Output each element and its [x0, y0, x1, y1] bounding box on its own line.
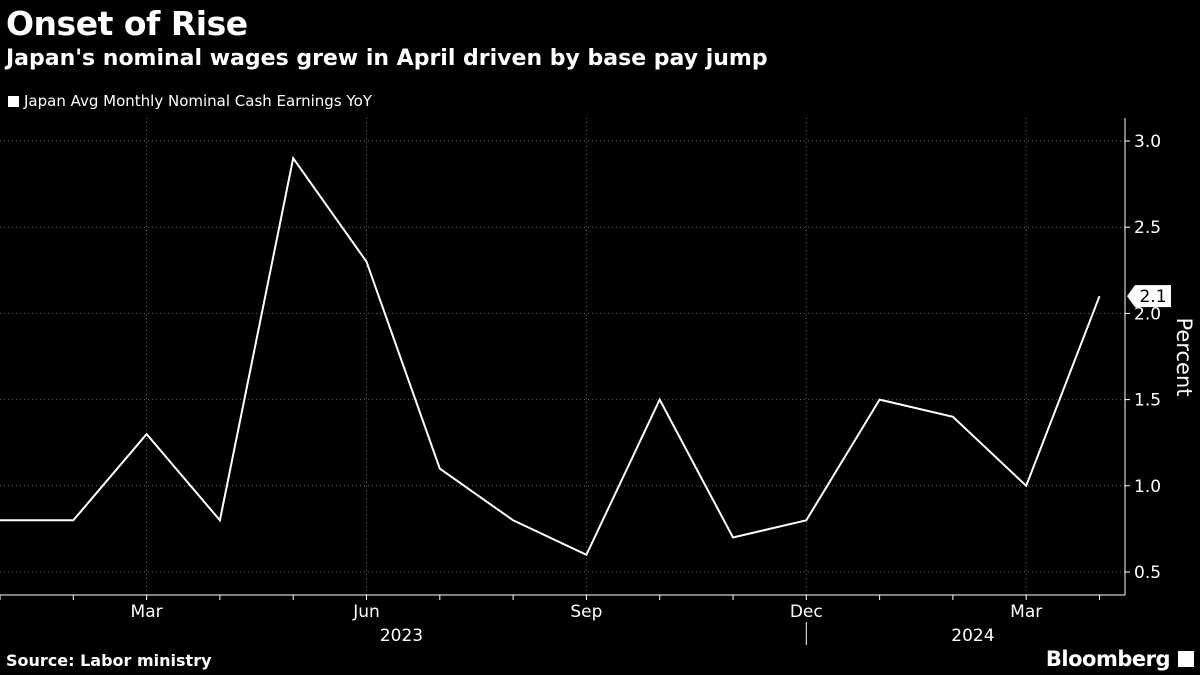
y-tick-label: 2.5: [1134, 218, 1161, 238]
legend: Japan Avg Monthly Nominal Cash Earnings …: [8, 92, 372, 110]
bloomberg-icon: [1178, 651, 1194, 667]
x-tick-label: Dec: [790, 602, 823, 622]
axes: [0, 118, 1130, 645]
y-tick-label: 1.0: [1134, 477, 1161, 497]
x-tick-label: Sep: [570, 602, 602, 622]
y-tick-label: 0.5: [1134, 563, 1161, 583]
chart-title: Onset of Rise: [6, 4, 248, 43]
chart-subtitle: Japan's nominal wages grew in April driv…: [6, 46, 768, 71]
y-axis-title: Percent: [1172, 317, 1196, 396]
y-tick-label: 1.5: [1134, 391, 1161, 411]
year-label: 2024: [951, 626, 994, 646]
x-tick-label: Mar: [1010, 602, 1042, 622]
source-note: Source: Labor ministry: [6, 651, 212, 670]
legend-swatch: [8, 95, 19, 107]
labels: 0.5 1.0 1.5 2.0 2.5 3.0 Mar Jun Sep Dec Mar 2023 202…: [131, 132, 1196, 646]
grid-lines: [0, 118, 1125, 595]
series: [0, 155, 1101, 557]
last-value-label: 2.1: [1139, 287, 1166, 307]
year-label: 2023: [380, 626, 423, 646]
x-tick-label: Mar: [131, 602, 163, 622]
series-line: [0, 155, 1101, 557]
y-tick-label: 2.0: [1134, 304, 1161, 324]
x-tick-label: Jun: [352, 602, 380, 622]
brand-logo: Bloomberg: [1045, 647, 1171, 671]
legend-label: Japan Avg Monthly Nominal Cash Earnings …: [24, 92, 372, 110]
last-value-marker: [1127, 285, 1171, 308]
y-tick-label: 3.0: [1134, 132, 1161, 152]
